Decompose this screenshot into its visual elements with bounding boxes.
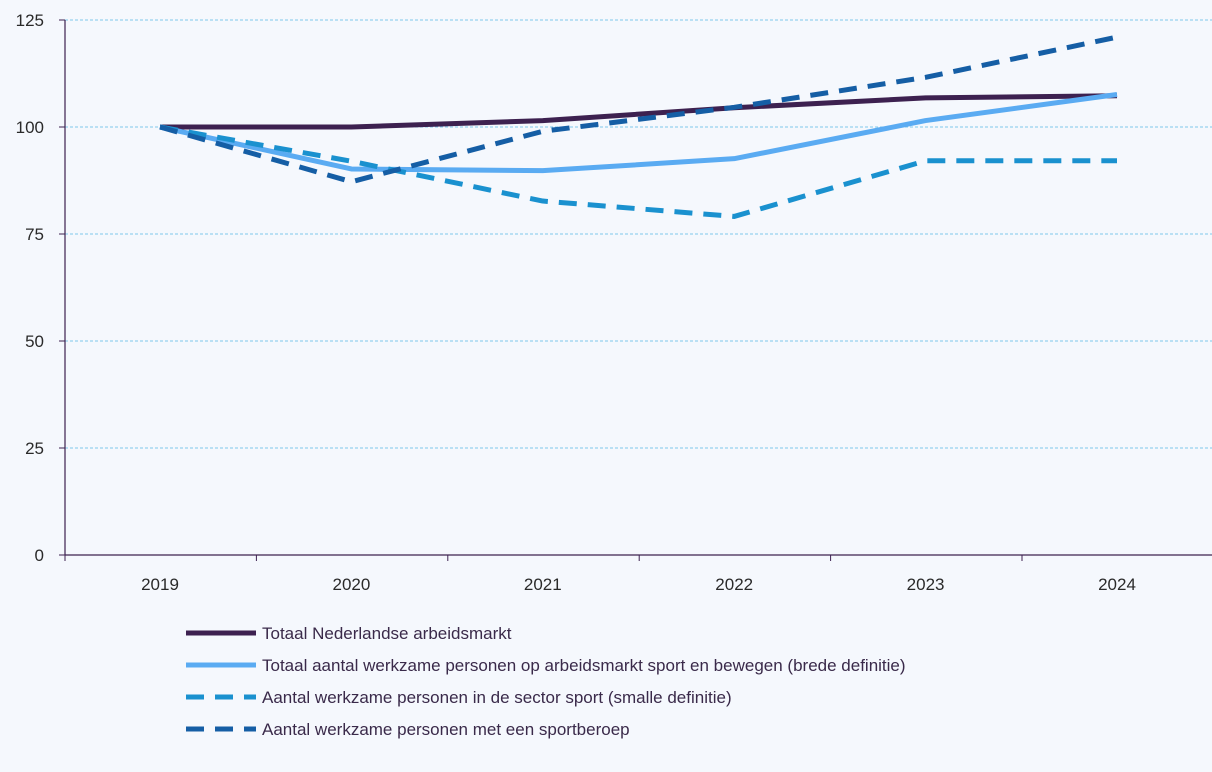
series-line-4 — [159, 34, 1118, 185]
y-tick-label: 125 — [16, 11, 44, 30]
axes: 0 25 50 75 100 125 2019 2020 2021 2022 2023 2024 — [16, 11, 1212, 594]
x-tick-label: 2022 — [715, 575, 753, 594]
y-tick-label: 25 — [25, 439, 44, 458]
legend-label: Aantal werkzame personen met een sportbe… — [262, 720, 630, 739]
y-tick-label: 0 — [35, 546, 44, 565]
legend: Totaal Nederlandse arbeidsmarkt Totaal aa… — [186, 624, 906, 739]
legend-label: Totaal aantal werkzame personen op arbei… — [262, 656, 906, 675]
x-tick-label: 2019 — [141, 575, 179, 594]
series-lines — [159, 34, 1118, 219]
legend-label: Totaal Nederlandse arbeidsmarkt — [262, 624, 512, 643]
x-tick-label: 2024 — [1098, 575, 1136, 594]
legend-label: Aantal werkzame personen in de sector sp… — [262, 688, 732, 707]
x-tick-label: 2023 — [907, 575, 945, 594]
x-tick-label: 2021 — [524, 575, 562, 594]
gridlines — [65, 19, 1212, 449]
x-tick-label: 2020 — [332, 575, 370, 594]
y-tick-label: 100 — [16, 118, 44, 137]
series-line-1 — [160, 93, 1118, 130]
y-tick-label: 75 — [25, 225, 44, 244]
series-line-2 — [159, 91, 1118, 174]
series-line-3 — [159, 124, 1117, 219]
y-tick-label: 50 — [25, 332, 44, 351]
